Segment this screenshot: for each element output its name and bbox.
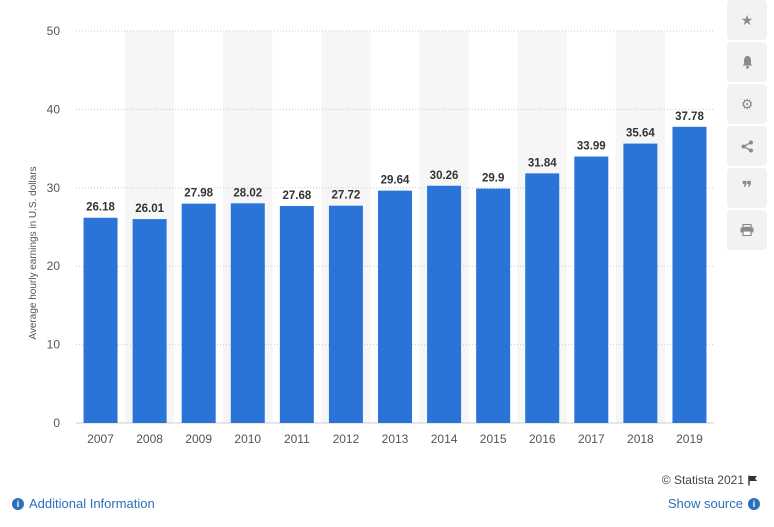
bars [83,126,707,423]
x-tick-label: 2018 [627,432,654,446]
value-label: 29.64 [381,175,410,187]
bar-2009[interactable] [181,203,216,423]
y-tick-label: 30 [47,181,61,195]
bar-2018[interactable] [623,143,658,423]
x-tick-label: 2013 [382,432,409,446]
value-label: 37.78 [675,111,704,123]
x-tick-label: 2017 [578,432,605,446]
x-tick-label: 2011 [284,432,310,446]
value-labels: 26.18 26.01 27.98 28.02 27.68 27.72 29.64 30.26… [86,111,704,215]
y-tick-label: 50 [47,24,61,38]
x-tick-label: 2015 [480,432,507,446]
value-label: 33.99 [577,141,606,153]
x-axis-ticks: 2007 2008 2009 2010 2011 2012 2013 2014 2015 2016… [87,432,703,446]
print-icon[interactable] [727,210,767,250]
value-label: 27.98 [184,188,213,200]
value-label: 26.01 [135,203,164,215]
bar-2011[interactable] [279,205,314,423]
bar-2008[interactable] [132,219,167,423]
value-label: 31.84 [528,157,557,169]
info-icon: i [748,497,760,510]
quote-icon[interactable]: ❞ [727,168,767,208]
bar-2017[interactable] [574,156,609,423]
x-tick-label: 2012 [333,432,360,446]
x-tick-label: 2007 [87,432,114,446]
value-label: 29.9 [482,173,504,185]
x-tick-label: 2014 [431,432,458,446]
value-label: 28.02 [233,187,262,199]
value-label: 30.26 [430,170,459,182]
y-tick-label: 0 [53,416,60,430]
bar-2016[interactable] [525,173,560,423]
bar-2014[interactable] [427,185,462,423]
x-tick-label: 2019 [676,432,703,446]
x-tick-label: 2009 [185,432,212,446]
x-tick-label: 2008 [136,432,163,446]
gear-icon[interactable]: ⚙ [727,84,767,124]
bar-2013[interactable] [378,190,412,423]
value-label: 27.72 [332,190,361,202]
copyright: © Statista 2021 [662,473,758,487]
y-tick-label: 40 [47,102,61,116]
bar-2007[interactable] [83,217,118,423]
info-icon: i [12,497,24,510]
value-label: 27.68 [282,190,311,202]
bar-2012[interactable] [328,205,363,423]
value-label: 26.18 [86,202,115,214]
value-label: 35.64 [626,128,655,140]
show-source-label: Show source [667,496,743,511]
y-axis-ticks: 0 10 20 30 40 50 [47,24,61,430]
additional-information-label: Additional Information [29,496,155,511]
y-tick-label: 20 [47,259,61,273]
copyright-text: © Statista 2021 [661,473,744,487]
additional-information-link[interactable]: i Additional Information [12,496,155,511]
show-source-link[interactable]: Show source i [668,496,760,511]
flag-icon[interactable] [748,475,758,486]
y-tick-label: 10 [47,338,61,352]
bell-icon[interactable] [727,42,767,82]
bar-2010[interactable] [230,203,265,423]
star-icon[interactable]: ★ [727,0,767,40]
share-icon[interactable] [727,126,767,166]
y-axis-label: Average hourly earnings in U.S. dollars [28,166,39,339]
x-tick-label: 2010 [234,432,261,446]
bar-2019[interactable] [672,126,707,423]
x-tick-label: 2016 [529,432,556,446]
bar-2015[interactable] [476,188,511,423]
